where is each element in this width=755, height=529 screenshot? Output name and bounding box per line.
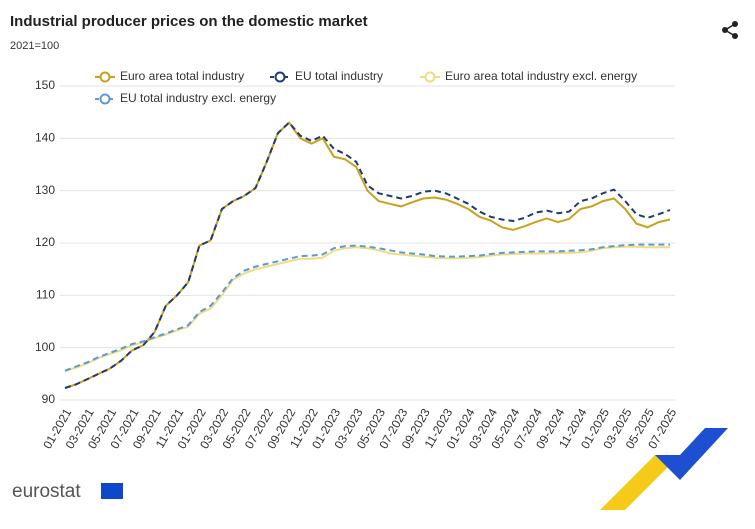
y-tick-label: 150 (35, 78, 55, 92)
series-line (64, 121, 671, 389)
logo-text: eurostat (12, 481, 81, 502)
series-line (64, 243, 670, 372)
chart-title: Industrial producer prices on the domest… (10, 13, 368, 30)
y-tick-label: 90 (42, 392, 56, 406)
y-tick-label: 100 (35, 340, 55, 354)
legend-item: Euro area total industry (95, 69, 244, 83)
legend-marker (99, 93, 111, 105)
chart-subtitle: 2021=100 (10, 40, 59, 52)
decoration (600, 428, 728, 510)
legend-marker (99, 71, 111, 83)
legend-label: Euro area total industry (120, 69, 244, 83)
legend-label: EU total industry (295, 69, 383, 83)
series-line (64, 121, 671, 389)
legend-marker (424, 71, 436, 83)
series-line (64, 245, 670, 373)
y-tick-label: 110 (36, 288, 55, 302)
y-tick-label: 140 (35, 131, 55, 145)
legend-label: EU total industry excl. energy (120, 91, 276, 105)
legend-marker (274, 71, 286, 83)
y-tick-label: 120 (35, 235, 55, 249)
eu-flag (101, 483, 123, 499)
legend-item: EU total industry (270, 69, 383, 83)
y-tick-label: 130 (35, 183, 55, 197)
legend-item: EU total industry excl. energy (95, 91, 276, 105)
share-icon[interactable] (722, 21, 738, 39)
legend-item: Euro area total industry excl. energy (420, 69, 637, 83)
legend-label: Euro area total industry excl. energy (445, 69, 637, 83)
